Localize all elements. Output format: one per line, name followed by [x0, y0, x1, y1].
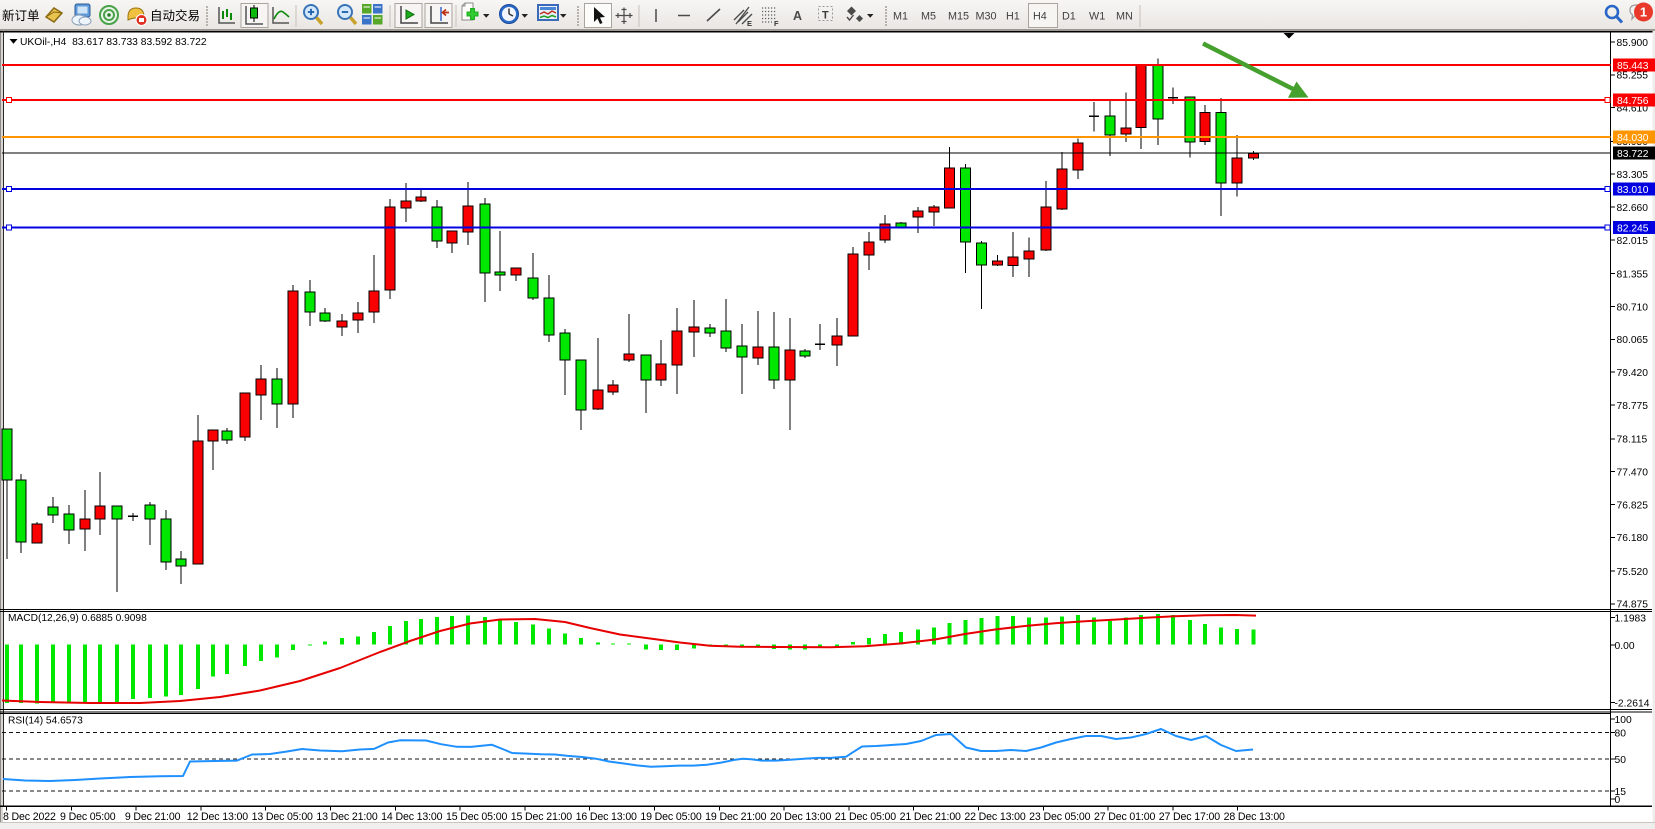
svg-text:9 Dec 21:00: 9 Dec 21:00 [125, 811, 181, 823]
svg-text:75.520: 75.520 [1617, 567, 1649, 578]
svg-text:0.00: 0.00 [1615, 641, 1635, 652]
svg-text:E: E [747, 19, 752, 28]
svg-text:-2.2614: -2.2614 [1615, 698, 1650, 709]
svg-text:1: 1 [1640, 5, 1647, 20]
svg-text:28 Dec 13:00: 28 Dec 13:00 [1224, 811, 1285, 823]
svg-text:79.420: 79.420 [1617, 368, 1649, 379]
svg-text:8 Dec 2022: 8 Dec 2022 [3, 811, 56, 823]
svg-text:21 Dec 21:00: 21 Dec 21:00 [900, 811, 961, 823]
svg-text:100: 100 [1615, 715, 1632, 726]
svg-text:H1: H1 [1006, 11, 1020, 23]
svg-text:M1: M1 [893, 11, 908, 23]
svg-text:MACD(12,26,9) 0.6885 0.9098: MACD(12,26,9) 0.6885 0.9098 [8, 613, 147, 624]
svg-text:76.825: 76.825 [1617, 500, 1649, 511]
svg-text:D1: D1 [1062, 11, 1076, 23]
svg-text:自动交易: 自动交易 [150, 8, 200, 23]
svg-text:27 Dec 01:00: 27 Dec 01:00 [1094, 811, 1155, 823]
svg-text:78.115: 78.115 [1617, 435, 1648, 446]
svg-text:1.1983: 1.1983 [1615, 613, 1647, 624]
svg-text:13 Dec 21:00: 13 Dec 21:00 [316, 811, 377, 823]
svg-text:85.900: 85.900 [1617, 38, 1649, 49]
svg-text:82.015: 82.015 [1617, 236, 1649, 247]
svg-text:M5: M5 [921, 11, 936, 23]
svg-text:76.180: 76.180 [1617, 533, 1649, 544]
svg-text:81.355: 81.355 [1617, 269, 1649, 280]
svg-text:83.010: 83.010 [1617, 185, 1649, 196]
svg-text:27 Dec 17:00: 27 Dec 17:00 [1159, 811, 1220, 823]
svg-text:0: 0 [1615, 795, 1621, 806]
svg-text:84.610: 84.610 [1617, 104, 1649, 115]
svg-text:新订单: 新订单 [2, 8, 40, 23]
svg-text:MN: MN [1116, 11, 1133, 23]
svg-text:A: A [793, 9, 802, 23]
svg-text:80: 80 [1615, 728, 1627, 739]
svg-text:M15: M15 [948, 11, 969, 23]
svg-text:F: F [774, 19, 779, 28]
svg-text:W1: W1 [1089, 11, 1105, 23]
svg-text:85.255: 85.255 [1617, 71, 1649, 82]
svg-text:84.030: 84.030 [1617, 133, 1649, 144]
svg-text:M30: M30 [976, 11, 997, 23]
svg-text:80.710: 80.710 [1617, 302, 1649, 313]
svg-text:T: T [822, 10, 829, 22]
svg-text:23 Dec 05:00: 23 Dec 05:00 [1029, 811, 1090, 823]
svg-text:19 Dec 21:00: 19 Dec 21:00 [705, 811, 766, 823]
svg-text:UKOil-,H4 83.617 83.733 83.59: UKOil-,H4 83.617 83.733 83.592 83.722 [20, 37, 207, 48]
svg-text:85.443: 85.443 [1617, 61, 1649, 72]
svg-text:15 Dec 21:00: 15 Dec 21:00 [511, 811, 572, 823]
svg-text:16 Dec 13:00: 16 Dec 13:00 [576, 811, 637, 823]
svg-text:15: 15 [1615, 787, 1627, 798]
svg-text:13 Dec 05:00: 13 Dec 05:00 [252, 811, 313, 823]
svg-text:RSI(14) 54.6573: RSI(14) 54.6573 [8, 716, 83, 727]
svg-text:50: 50 [1615, 755, 1627, 766]
svg-text:82.660: 82.660 [1617, 203, 1649, 214]
svg-text:20 Dec 13:00: 20 Dec 13:00 [770, 811, 831, 823]
svg-text:12 Dec 13:00: 12 Dec 13:00 [187, 811, 248, 823]
svg-text:22 Dec 13:00: 22 Dec 13:00 [964, 811, 1025, 823]
svg-text:21 Dec 05:00: 21 Dec 05:00 [835, 811, 896, 823]
svg-text:83.305: 83.305 [1617, 170, 1649, 181]
svg-text:80.065: 80.065 [1617, 335, 1649, 346]
svg-text:9 Dec 05:00: 9 Dec 05:00 [60, 811, 116, 823]
svg-text:H4: H4 [1033, 11, 1047, 23]
svg-text:19 Dec 05:00: 19 Dec 05:00 [640, 811, 701, 823]
svg-text:83.722: 83.722 [1617, 149, 1649, 160]
svg-text:14 Dec 13:00: 14 Dec 13:00 [381, 811, 442, 823]
svg-text:15 Dec 05:00: 15 Dec 05:00 [446, 811, 507, 823]
svg-text:82.245: 82.245 [1617, 223, 1649, 234]
svg-text:77.470: 77.470 [1617, 467, 1649, 478]
svg-text:78.775: 78.775 [1617, 401, 1649, 412]
svg-text:74.875: 74.875 [1617, 600, 1649, 611]
svg-text:84.756: 84.756 [1617, 96, 1649, 107]
